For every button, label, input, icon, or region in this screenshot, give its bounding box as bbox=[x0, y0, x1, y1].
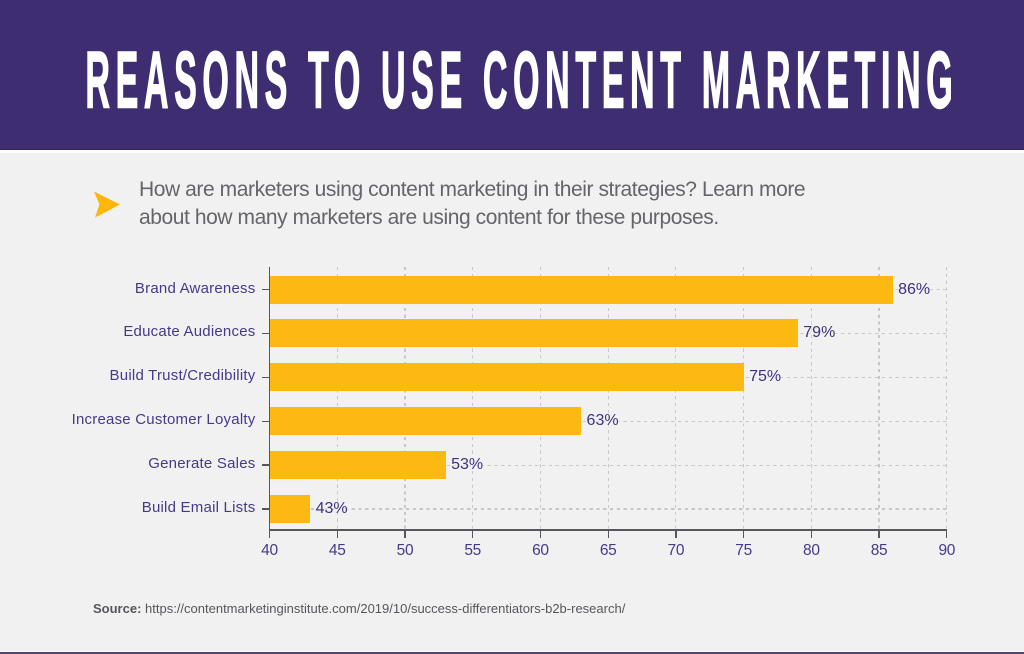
svg-text:REASONS TO USE CONTENT MARKETI: REASONS TO USE CONTENT MARKETING bbox=[85, 36, 952, 126]
